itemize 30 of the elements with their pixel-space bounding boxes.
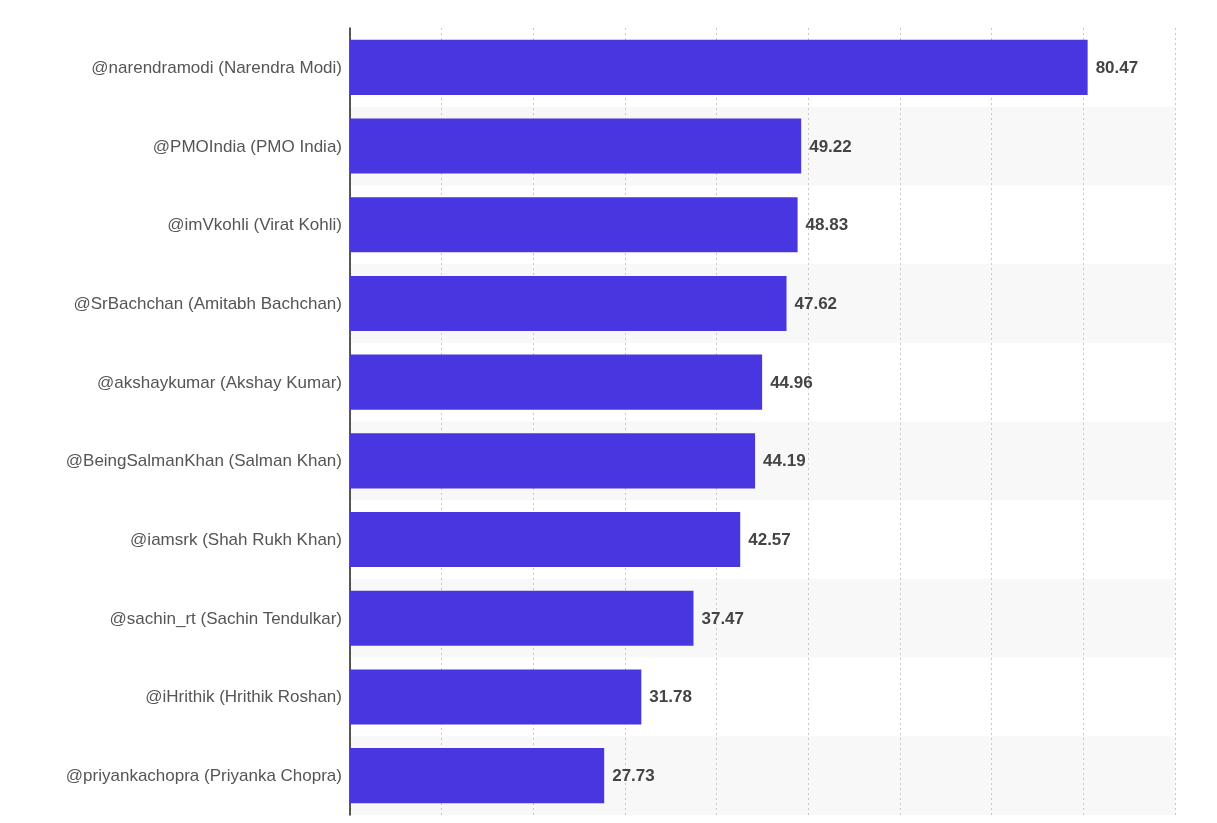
data-label: 80.47 — [1095, 57, 1139, 77]
bar — [350, 669, 642, 725]
y-tick-label: @priyankachopra (Priyanka Chopra) — [65, 766, 342, 786]
bar — [350, 748, 605, 804]
bar — [350, 39, 1088, 95]
data-label: 49.22 — [809, 136, 852, 156]
bar — [350, 512, 741, 568]
data-label: 42.57 — [748, 530, 791, 550]
y-tick-label: @BeingSalmanKhan (Salman Khan) — [65, 451, 342, 471]
bar — [350, 197, 798, 253]
bar — [350, 590, 694, 646]
data-label: 37.47 — [701, 608, 745, 628]
data-label: 48.83 — [805, 215, 849, 235]
y-tick-label: @imVkohli (Virat Kohli) — [167, 215, 342, 235]
data-label: 44.96 — [770, 372, 813, 392]
data-label: 27.73 — [612, 766, 655, 786]
y-tick-label: @PMOIndia (PMO India) — [152, 136, 342, 156]
bar — [350, 433, 756, 489]
y-tick-label: @sachin_rt (Sachin Tendulkar) — [109, 608, 342, 628]
y-tick-label: @SrBachchan (Amitabh Bachchan) — [73, 293, 342, 313]
bar — [350, 354, 763, 410]
data-label: 44.19 — [763, 451, 806, 471]
data-label: 47.62 — [794, 293, 838, 313]
y-tick-label: @iHrithik (Hrithik Roshan) — [145, 687, 342, 707]
bar — [350, 118, 802, 174]
bar — [350, 275, 787, 331]
y-tick-label: @akshaykumar (Akshay Kumar) — [97, 372, 342, 392]
data-label: 31.78 — [649, 687, 692, 707]
y-tick-label: @iamsrk (Shah Rukh Khan) — [130, 530, 342, 550]
y-tick-label: @narendramodi (Narendra Modi) — [91, 57, 342, 77]
